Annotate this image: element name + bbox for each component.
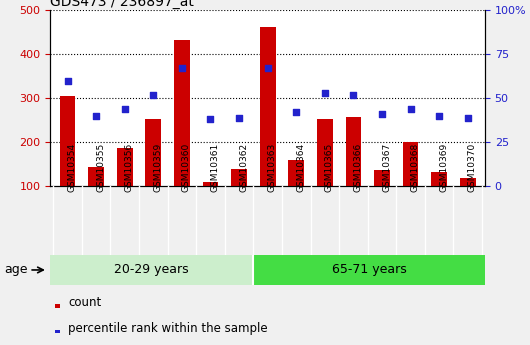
Bar bbox=[60, 96, 75, 230]
Text: GSM10355: GSM10355 bbox=[96, 142, 105, 192]
Bar bbox=[145, 119, 161, 230]
Bar bbox=[50, 255, 253, 285]
Text: GDS473 / 236897_at: GDS473 / 236897_at bbox=[50, 0, 194, 9]
Point bbox=[63, 78, 72, 83]
Text: GSM10366: GSM10366 bbox=[354, 142, 363, 192]
Text: GSM10363: GSM10363 bbox=[268, 142, 277, 192]
Point bbox=[435, 113, 444, 119]
Text: 65-71 years: 65-71 years bbox=[332, 264, 407, 276]
Text: GSM10368: GSM10368 bbox=[411, 142, 420, 192]
Point bbox=[292, 110, 301, 115]
Bar bbox=[174, 40, 190, 230]
Point bbox=[349, 92, 358, 98]
Bar bbox=[346, 117, 361, 230]
Text: GSM10364: GSM10364 bbox=[296, 143, 305, 192]
Point bbox=[149, 92, 157, 98]
Point bbox=[263, 66, 272, 71]
Bar bbox=[55, 304, 60, 308]
Bar bbox=[317, 119, 333, 230]
Point bbox=[321, 90, 329, 96]
Bar bbox=[88, 167, 104, 230]
Point bbox=[206, 117, 215, 122]
Bar bbox=[253, 255, 485, 285]
Point bbox=[120, 106, 129, 112]
Point bbox=[407, 106, 415, 112]
Text: GSM10359: GSM10359 bbox=[153, 142, 162, 192]
Text: 20-29 years: 20-29 years bbox=[114, 264, 189, 276]
Text: GSM10362: GSM10362 bbox=[239, 143, 248, 192]
Bar bbox=[460, 178, 475, 230]
Text: GSM10370: GSM10370 bbox=[468, 142, 477, 192]
Bar bbox=[431, 172, 447, 230]
Text: GSM10356: GSM10356 bbox=[125, 142, 134, 192]
Bar bbox=[231, 169, 247, 230]
Bar bbox=[202, 183, 218, 230]
Point bbox=[378, 111, 386, 117]
Text: percentile rank within the sample: percentile rank within the sample bbox=[68, 322, 268, 335]
Bar bbox=[55, 330, 60, 333]
Point bbox=[92, 113, 100, 119]
Bar bbox=[260, 27, 276, 230]
Text: GSM10367: GSM10367 bbox=[382, 142, 391, 192]
Point bbox=[178, 66, 186, 71]
Text: GSM10360: GSM10360 bbox=[182, 142, 191, 192]
Text: count: count bbox=[68, 296, 102, 309]
Text: age: age bbox=[4, 264, 28, 276]
Point bbox=[235, 115, 243, 120]
Bar bbox=[403, 142, 419, 230]
Bar bbox=[288, 160, 304, 230]
Text: GSM10369: GSM10369 bbox=[439, 142, 448, 192]
Point bbox=[464, 115, 472, 120]
Text: GSM10365: GSM10365 bbox=[325, 142, 334, 192]
Bar bbox=[374, 170, 390, 230]
Bar bbox=[117, 148, 132, 230]
Text: GSM10354: GSM10354 bbox=[67, 143, 76, 192]
Text: GSM10361: GSM10361 bbox=[210, 142, 219, 192]
